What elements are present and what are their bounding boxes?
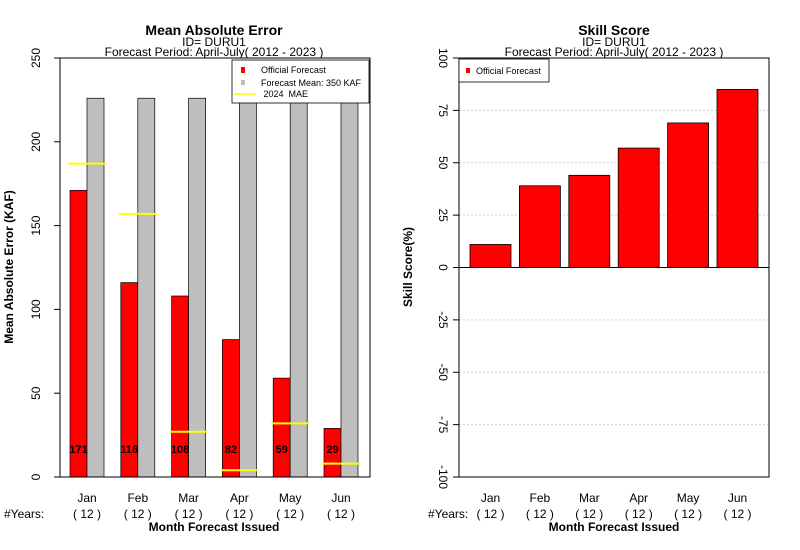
mae-data-label: 29 [326, 444, 338, 456]
mae-data-label: 171 [69, 444, 87, 456]
mae-legend-mae-label: 2024 MAE [261, 89, 308, 99]
mae-y-axis-label: Mean Absolute Error (KAF) [2, 190, 16, 344]
skill-legend-official-label: Official Forecast [476, 66, 541, 76]
mae-years-label: #Years: [4, 507, 44, 521]
skill-y-axis-label: Skill Score(%) [401, 227, 415, 307]
mae-x-tick-label: Jun [331, 491, 350, 505]
mae-x-tick-label: Apr [230, 491, 249, 505]
mae-years-count: ( 12 ) [73, 507, 101, 521]
skill-years-count: ( 12 ) [526, 507, 554, 521]
mae-official-bar [222, 339, 240, 478]
mae-forecast-mean-bar [188, 97, 206, 478]
mae-panel: Mean Absolute Error ID= DURU1 Forecast P… [2, 22, 371, 534]
mae-official-bar [272, 377, 291, 478]
skill-x-tick-label: Jan [481, 491, 500, 505]
mae-y-tick-label: 200 [29, 131, 43, 151]
mae-x-axis-label: Month Forecast Issued [149, 520, 280, 534]
skill-bar [568, 174, 611, 268]
skill-years-count: ( 12 ) [575, 507, 603, 521]
mae-y-tick-label: 250 [29, 48, 43, 68]
skill-years-label: #Years: [428, 507, 468, 521]
mae-legend-official-label: Official Forecast [261, 65, 326, 75]
skill-years-count: ( 12 ) [674, 507, 702, 521]
mae-data-label: 82 [225, 444, 237, 456]
skill-x-axis-label: Month Forecast Issued [549, 520, 680, 534]
skill-title: Skill Score [578, 22, 650, 38]
skill-bar [469, 244, 512, 268]
mae-legend-box [231, 59, 370, 104]
skill-y-tick-label: -75 [436, 416, 450, 434]
mae-forecast-mean-bar [239, 97, 257, 478]
skill-x-tick-label: Feb [530, 491, 551, 505]
mae-official-bar [69, 190, 88, 478]
mae-x-tick-label: May [279, 491, 302, 505]
mae-years-count: ( 12 ) [276, 507, 304, 521]
mae-plot-frame [59, 57, 371, 478]
mae-data-label: 59 [276, 444, 288, 456]
skill-years-count: ( 12 ) [476, 507, 504, 521]
mae-legend-official-key [241, 67, 245, 73]
mae-legend: Official Forecast Forecast Mean: 350 KAF… [231, 59, 370, 104]
skill-x-tick-label: Jun [728, 491, 747, 505]
mae-forecast-mean-bar [137, 97, 156, 478]
mae-x-tick-label: Jan [77, 491, 96, 505]
skill-x-tick-label: Mar [579, 491, 600, 505]
mae-forecast-mean-bar [340, 97, 359, 478]
mae-period: Forecast Period: April-July( 2012 - 2023… [105, 45, 324, 59]
mae-title: Mean Absolute Error [145, 22, 283, 38]
skill-y-tick-label: 0 [436, 264, 450, 271]
skill-years-count: ( 12 ) [625, 507, 653, 521]
mae-data-label: 108 [171, 444, 189, 456]
skill-x-tick-label: Apr [629, 491, 648, 505]
skill-bar [617, 147, 660, 268]
skill-y-tick-label: -100 [436, 465, 450, 489]
mae-forecast-mean-bar [289, 97, 308, 478]
mae-id: ID= DURU1 [182, 35, 246, 49]
skill-panel: Skill Score ID= DURU1 Forecast Period: A… [401, 22, 770, 534]
mae-years-count: ( 12 ) [175, 507, 203, 521]
skill-y-tick-label: 75 [436, 104, 450, 118]
skill-years-count: ( 12 ) [723, 507, 751, 521]
skill-y-tick-label: -50 [436, 364, 450, 382]
mae-y-tick-label: 100 [29, 299, 43, 319]
skill-id: ID= DURU1 [582, 35, 646, 49]
mae-years-count: ( 12 ) [327, 507, 355, 521]
skill-period: Forecast Period: April-July( 2012 - 2023… [505, 45, 724, 59]
skill-y-tick-label: 25 [436, 208, 450, 222]
skill-y-tick-label: 50 [436, 156, 450, 170]
skill-y-tick-label: -25 [436, 311, 450, 329]
mae-data-label: 116 [120, 444, 138, 456]
skill-bar [667, 122, 709, 268]
mae-x-tick-label: Mar [178, 491, 199, 505]
mae-y-tick-label: 50 [29, 386, 43, 400]
skill-x-tick-label: May [677, 491, 700, 505]
skill-y-tick-label: 100 [436, 48, 450, 68]
mae-years-count: ( 12 ) [124, 507, 152, 521]
mae-legend-mean-label: Forecast Mean: 350 KAF [261, 78, 362, 88]
mae-legend-mean-key [241, 80, 245, 85]
mae-forecast-mean-bar [86, 97, 105, 478]
skill-legend-box [458, 58, 550, 83]
skill-bar [519, 185, 561, 268]
skill-bar [716, 89, 759, 268]
skill-legend-official-key [466, 68, 470, 73]
mae-y-tick-label: 0 [29, 473, 43, 480]
mae-y-tick-label: 150 [29, 215, 43, 235]
skill-plot-frame [458, 57, 770, 478]
mae-years-count: ( 12 ) [225, 507, 253, 521]
skill-legend: Official Forecast [458, 58, 550, 83]
mae-x-tick-label: Feb [127, 491, 148, 505]
